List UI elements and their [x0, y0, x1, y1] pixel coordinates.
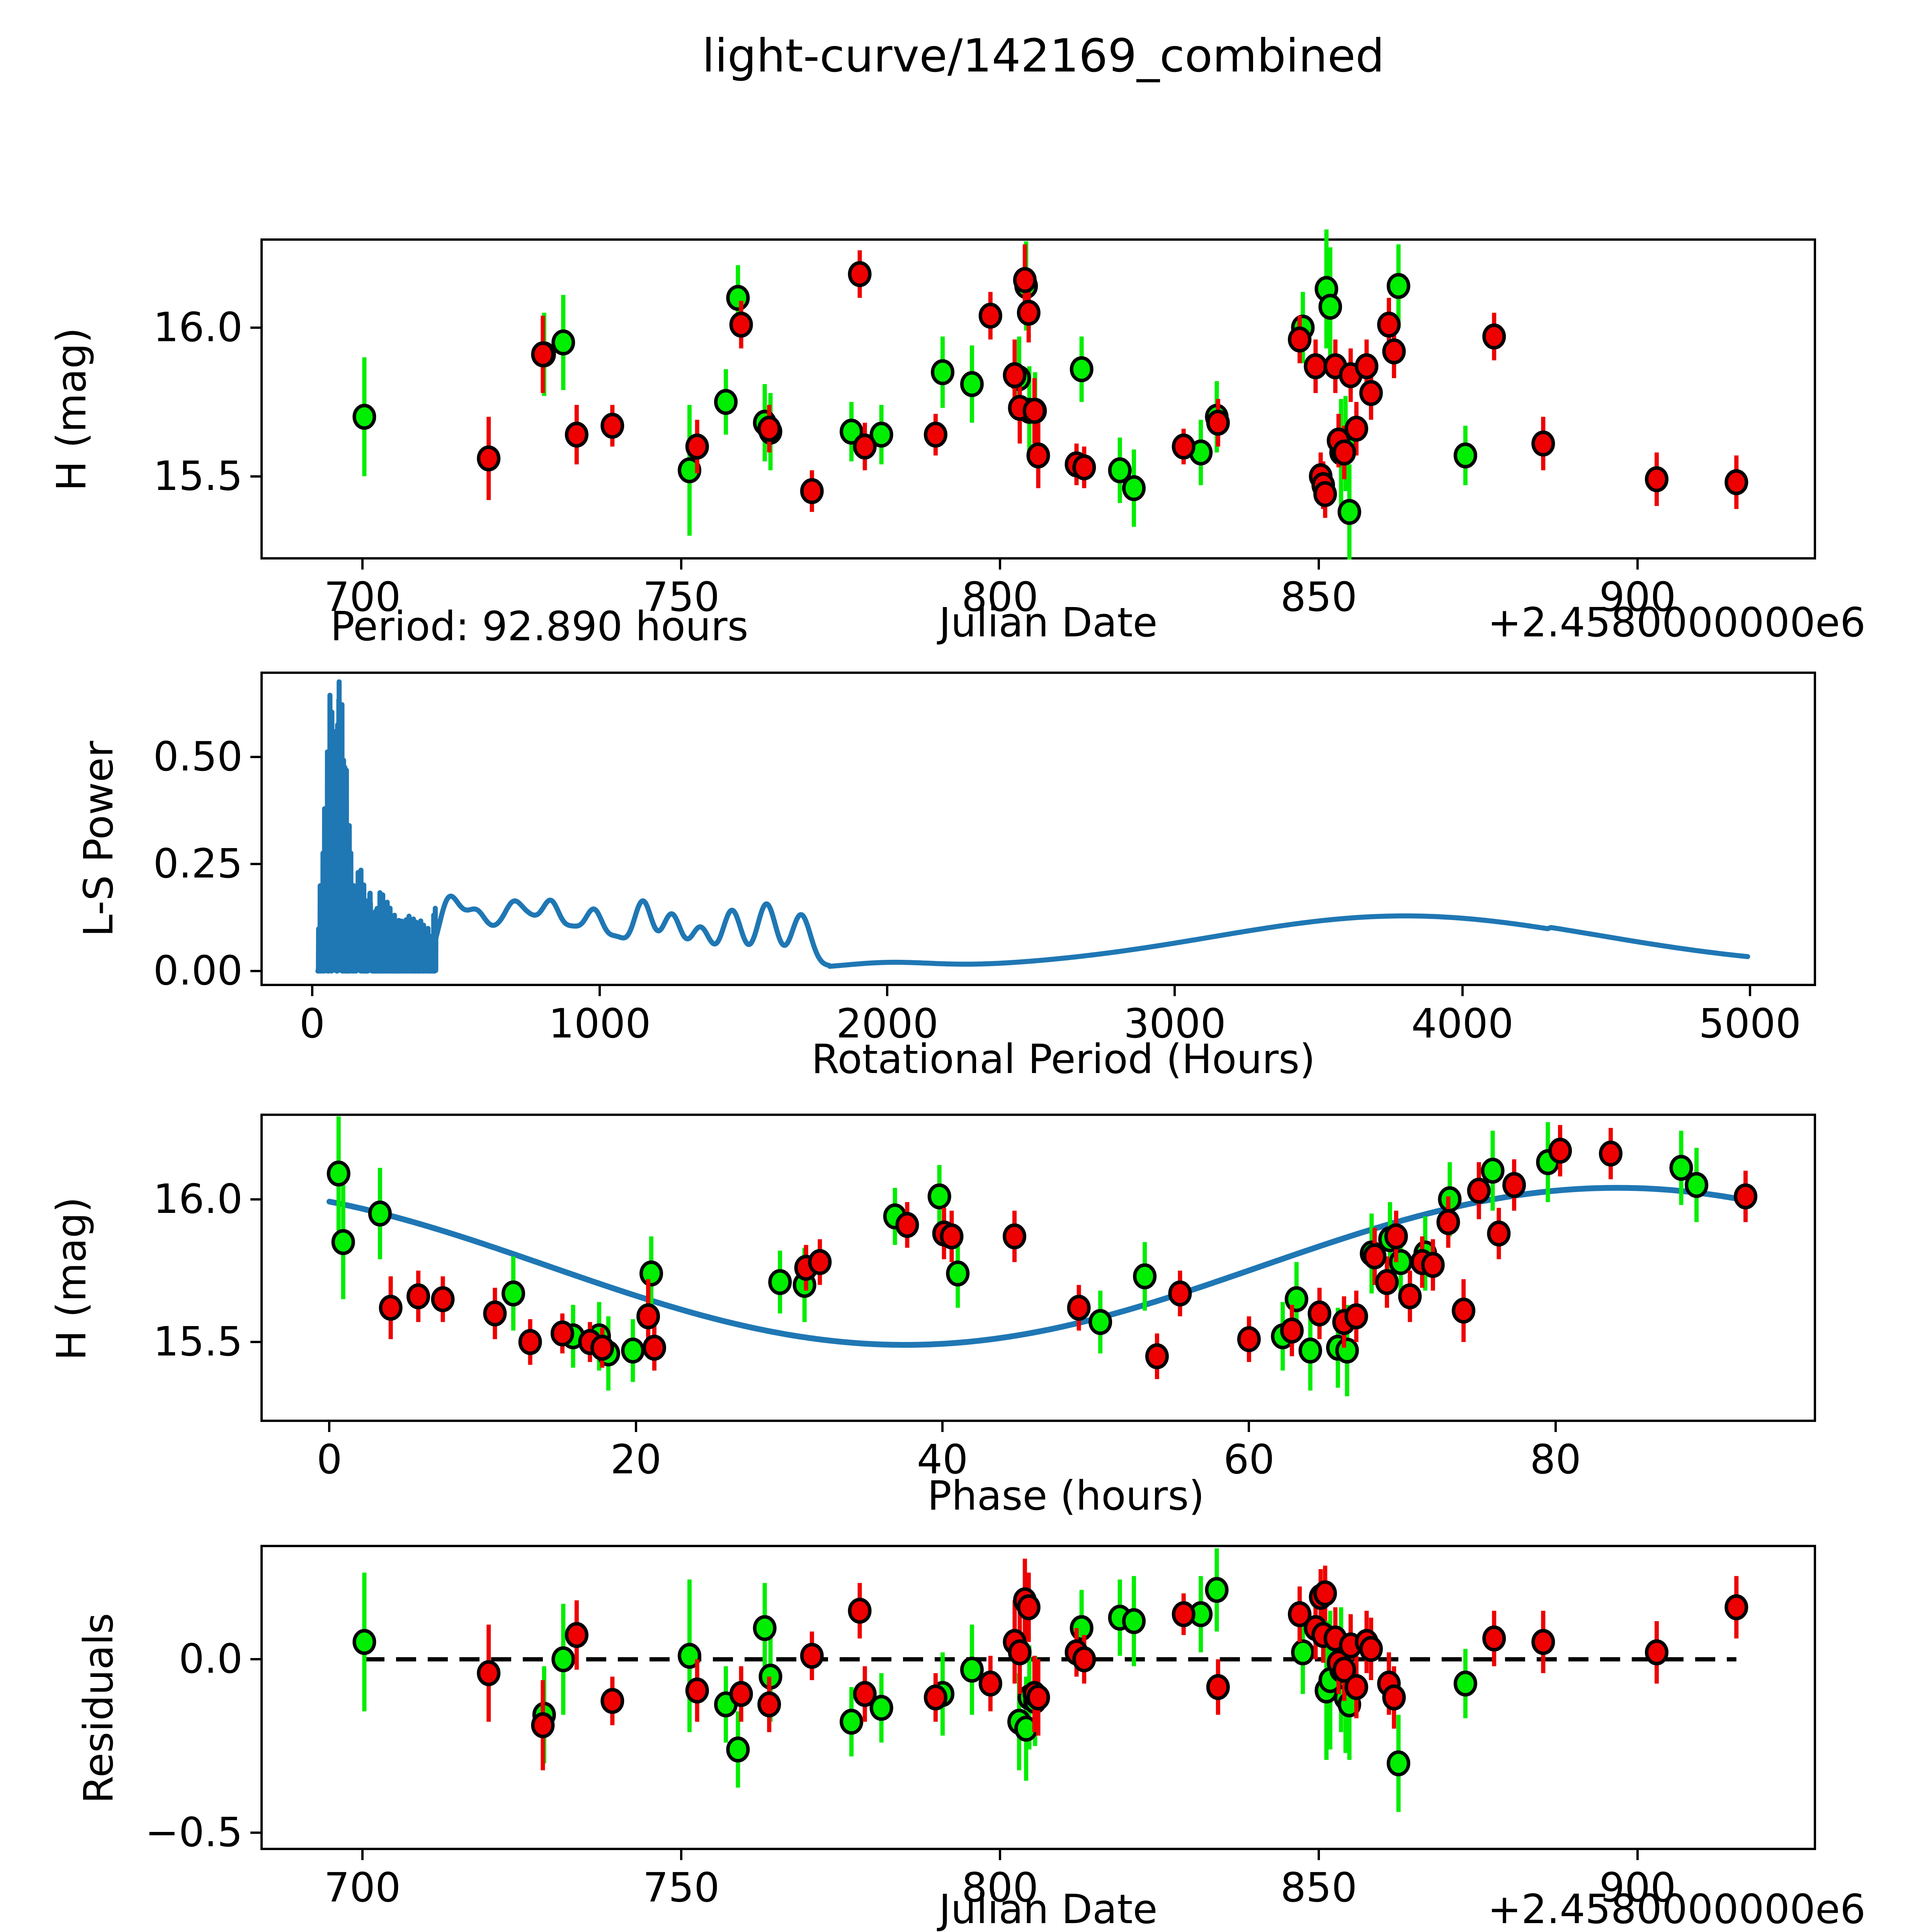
x-tick-label: 60: [1223, 1436, 1275, 1483]
x-tick: [1248, 1422, 1250, 1432]
x-tick-label: 2000: [836, 1000, 939, 1047]
y-tick-label: −0.5: [145, 1809, 243, 1856]
x-tick: [634, 1422, 637, 1432]
y-tick: [250, 1341, 260, 1344]
x-tick: [361, 560, 364, 570]
x-tick: [1318, 560, 1320, 570]
x-tick: [1554, 1422, 1557, 1432]
x-tick-label: 20: [610, 1436, 662, 1483]
x-tick: [1318, 1850, 1320, 1860]
y-tick: [250, 1832, 260, 1834]
panel1-xlabel: Julian Date: [939, 599, 1158, 646]
y-tick-label: 15.5: [153, 452, 243, 500]
x-tick-label: 0: [316, 1436, 342, 1483]
y-tick: [250, 475, 260, 478]
y-tick: [250, 1658, 260, 1661]
x-tick-label: 850: [1280, 573, 1357, 621]
x-tick-label: 0: [299, 1000, 325, 1047]
x-tick-label: 4000: [1411, 1000, 1514, 1047]
periodogram-line: [315, 679, 1750, 974]
x-tick: [1748, 986, 1751, 996]
x-tick: [999, 560, 1001, 570]
y-tick-label: 16.0: [153, 303, 243, 351]
period-annotation: Period: 92.890 hours: [330, 603, 748, 650]
x-tick-label: 800: [961, 1864, 1039, 1911]
y-tick: [250, 970, 260, 973]
panel3-xlabel: Phase (hours): [927, 1472, 1205, 1519]
y-tick: [250, 1198, 260, 1201]
panel1-x-offset-label: +2.4580000000e6: [1488, 599, 1866, 646]
x-tick: [599, 986, 601, 996]
x-tick: [680, 560, 682, 570]
x-tick: [328, 1422, 331, 1432]
y-tick-label: 0.0: [179, 1635, 243, 1683]
panel-periodogram: [260, 672, 1816, 986]
y-tick-label: 16.0: [153, 1175, 243, 1223]
y-tick: [250, 756, 260, 759]
x-tick-label: 40: [917, 1436, 968, 1483]
panel-phase-folded: [260, 1114, 1816, 1422]
series-red: [379, 1125, 1758, 1379]
x-tick-label: 5000: [1699, 1000, 1801, 1047]
x-tick: [999, 1850, 1001, 1860]
x-tick-label: 750: [643, 1864, 720, 1911]
panel2-xlabel: Rotational Period (Hours): [811, 1036, 1315, 1083]
x-tick-label: 800: [961, 573, 1039, 621]
series-red: [477, 244, 1748, 518]
x-tick: [1636, 560, 1639, 570]
x-tick-label: 700: [324, 573, 401, 621]
x-tick: [1461, 986, 1464, 996]
x-tick: [1173, 986, 1176, 996]
y-tick-label: 0.00: [153, 947, 243, 995]
x-tick-label: 850: [1280, 1864, 1357, 1911]
x-tick: [680, 1850, 682, 1860]
x-tick-label: 900: [1599, 1864, 1676, 1911]
y-tick-label: 0.50: [153, 733, 243, 781]
series-green: [352, 1548, 1477, 1812]
x-tick: [361, 1850, 364, 1860]
panel4-xlabel: Julian Date: [939, 1886, 1158, 1932]
x-tick-label: 900: [1599, 573, 1676, 621]
y-tick: [250, 326, 260, 329]
x-tick-label: 1000: [548, 1000, 651, 1047]
x-tick: [311, 986, 313, 996]
series-red: [477, 1558, 1748, 1770]
y-tick: [250, 863, 260, 866]
x-tick: [941, 1422, 944, 1432]
x-tick: [1636, 1850, 1639, 1860]
figure-title: light-curve/142169_combined: [702, 29, 1384, 82]
x-tick-label: 3000: [1124, 1000, 1226, 1047]
x-tick: [886, 986, 889, 996]
y-tick-label: 0.25: [153, 840, 243, 888]
panel4-x-offset-label: +2.4580000000e6: [1488, 1886, 1866, 1932]
x-tick-label: 700: [324, 1864, 401, 1911]
y-tick-label: 15.5: [153, 1318, 243, 1366]
x-tick-label: 750: [643, 573, 720, 621]
x-tick-label: 80: [1530, 1436, 1581, 1483]
